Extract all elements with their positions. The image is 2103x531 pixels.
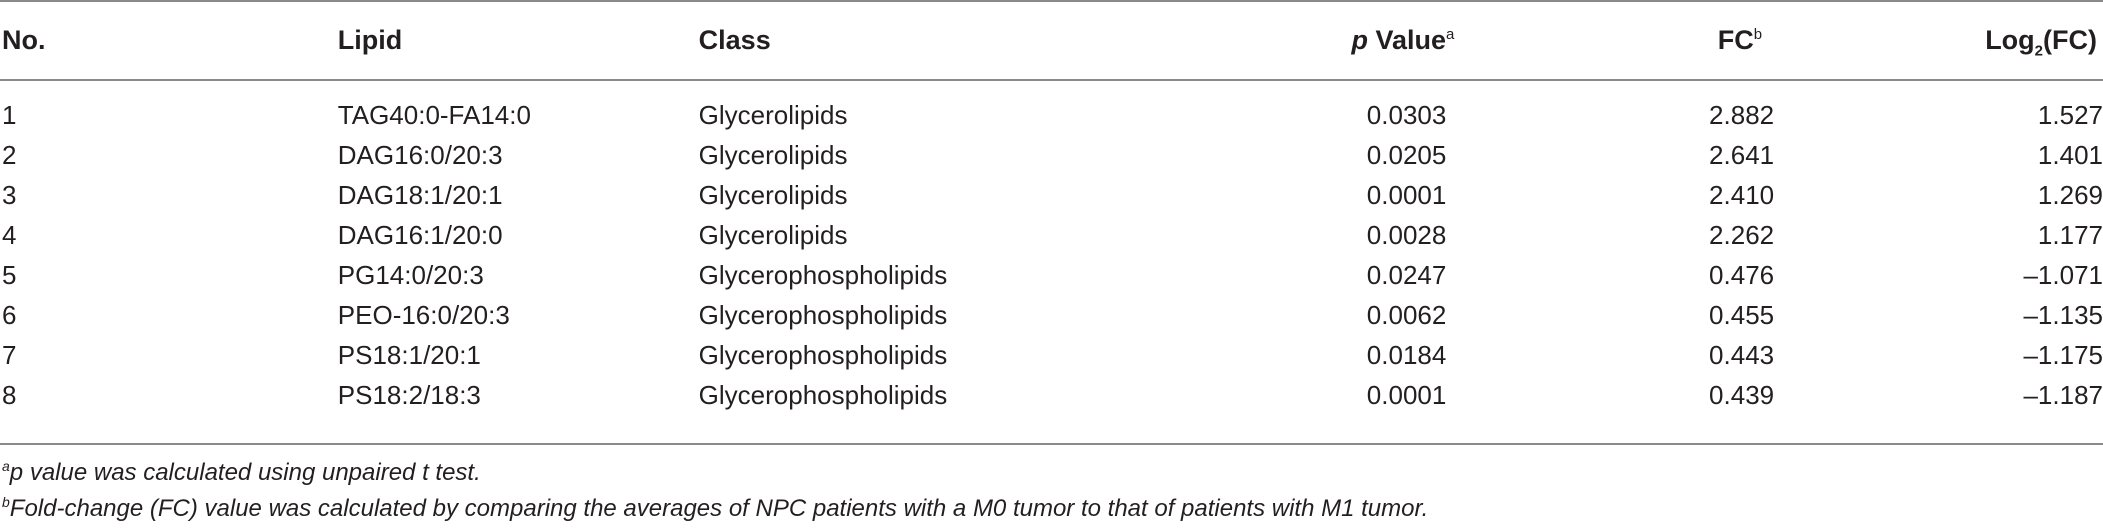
table-row: 1 TAG40:0-FA14:0 Glycerolipids 0.0303 2.882 1… — [0, 95, 2103, 135]
footnote-a-text: p value was calculated using unpaired t … — [9, 459, 481, 486]
cell-no: 7 — [2, 339, 17, 370]
cell-log2fc: 1.401 — [2037, 139, 2103, 170]
footnote-b: bFold-change (FC) value was calculated b… — [2, 491, 1428, 527]
bottom-spacer-row — [0, 415, 2103, 445]
cell-fc: 2.410 — [1709, 179, 1775, 210]
header-fc-footnote-mark: b — [1753, 26, 1763, 43]
cell-no: 4 — [2, 219, 17, 250]
cell-class: Glycerophospholipids — [698, 299, 948, 330]
header-class-label: Class — [698, 25, 771, 55]
table-row: 3 DAG18:1/20:1 Glycerolipids 0.0001 2.410 1.2… — [0, 175, 2103, 215]
cell-p-value: 0.0205 — [1366, 139, 1447, 170]
bottom-spacer-cell — [0, 415, 2103, 445]
header-log-subscript: 2 — [2034, 42, 2044, 60]
cell-class: Glycerophospholipids — [698, 339, 948, 370]
header-class: Class — [698, 0, 1229, 81]
header-log-suffix: (FC) — [2043, 25, 2097, 55]
cell-class: Glycerolipids — [698, 219, 848, 250]
cell-class: Glycerolipids — [698, 99, 848, 130]
cell-fc: 0.443 — [1709, 339, 1775, 370]
cell-lipid: TAG40:0-FA14:0 — [337, 99, 531, 130]
header-lipid: Lipid — [337, 0, 699, 81]
table-body: 1 TAG40:0-FA14:0 Glycerolipids 0.0303 2.882 1… — [0, 80, 2103, 445]
footnotes: ap value was calculated using unpaired t… — [2, 455, 1428, 527]
cell-p-value: 0.0062 — [1366, 299, 1447, 330]
header-log2fc: Log2(FC) — [1774, 0, 2103, 81]
cell-no: 8 — [2, 379, 17, 410]
cell-p-value: 0.0303 — [1366, 99, 1447, 130]
cell-class: Glycerolipids — [698, 139, 848, 170]
cell-fc: 2.262 — [1709, 219, 1775, 250]
header-lipid-label: Lipid — [337, 25, 403, 55]
table-row: 7 PS18:1/20:1 Glycerophospholipids 0.0184 0.… — [0, 335, 2103, 375]
cell-lipid: DAG16:0/20:3 — [337, 139, 503, 170]
cell-no: 1 — [2, 99, 17, 130]
cell-lipid: PEO-16:0/20:3 — [337, 299, 510, 330]
cell-p-value: 0.0001 — [1366, 379, 1447, 410]
header-p-value: p Valuea — [1228, 0, 1455, 81]
header-p-italic: p — [1351, 25, 1368, 55]
cell-fc: 0.476 — [1709, 259, 1775, 290]
top-spacer-row — [0, 80, 2103, 95]
cell-no: 2 — [2, 139, 17, 170]
table-row: 2 DAG16:0/20:3 Glycerolipids 0.0205 2.641 1.4… — [0, 135, 2103, 175]
header-fc: FCb — [1454, 0, 1775, 81]
cell-fc: 2.882 — [1709, 99, 1775, 130]
cell-log2fc: –1.175 — [2023, 339, 2103, 370]
header-fc-label: FC — [1717, 25, 1754, 55]
header-p-label: Value — [1367, 25, 1446, 55]
cell-class: Glycerophospholipids — [698, 259, 948, 290]
cell-lipid: PS18:2/18:3 — [337, 379, 481, 410]
cell-p-value: 0.0247 — [1366, 259, 1447, 290]
cell-log2fc: 1.177 — [2037, 219, 2103, 250]
header-no: No. — [0, 0, 338, 81]
cell-log2fc: 1.269 — [2037, 179, 2103, 210]
header-no-label: No. — [2, 25, 46, 55]
cell-lipid: PG14:0/20:3 — [337, 259, 484, 290]
cell-no: 5 — [2, 259, 17, 290]
table-header: No. Lipid Class p Valuea FCb Log2(FC) — [0, 0, 2103, 81]
footnote-a: ap value was calculated using unpaired t… — [2, 455, 1428, 491]
cell-log2fc: –1.187 — [2023, 379, 2103, 410]
cell-fc: 0.439 — [1709, 379, 1775, 410]
table-row: 6 PEO-16:0/20:3 Glycerophospholipids 0.0062… — [0, 295, 2103, 335]
header-log-prefix: Log — [1985, 25, 2035, 55]
cell-fc: 2.641 — [1709, 139, 1775, 170]
header-p-footnote-mark: a — [1445, 26, 1455, 43]
table-row: 8 PS18:2/18:3 Glycerophospholipids 0.0001 0.… — [0, 375, 2103, 415]
cell-lipid: DAG18:1/20:1 — [337, 179, 503, 210]
cell-p-value: 0.0001 — [1366, 179, 1447, 210]
table-row: 5 PG14:0/20:3 Glycerophospholipids 0.0247 0.… — [0, 255, 2103, 295]
cell-p-value: 0.0184 — [1366, 339, 1447, 370]
footnote-a-mark: a — [2, 458, 10, 474]
table-row: 4 DAG16:1/20:0 Glycerolipids 0.0028 2.262 1.1… — [0, 215, 2103, 255]
cell-lipid: PS18:1/20:1 — [337, 339, 481, 370]
header-row: No. Lipid Class p Valuea FCb Log2(FC) — [0, 0, 2103, 81]
footnote-b-text: Fold-change (FC) value was calculated by… — [9, 495, 1429, 522]
cell-class: Glycerolipids — [698, 179, 848, 210]
top-spacer-cell — [0, 80, 2103, 95]
cell-log2fc: –1.135 — [2023, 299, 2103, 330]
cell-lipid: DAG16:1/20:0 — [337, 219, 503, 250]
cell-fc: 0.455 — [1709, 299, 1775, 330]
footnote-b-mark: b — [2, 494, 10, 510]
cell-log2fc: 1.527 — [2037, 99, 2103, 130]
cell-class: Glycerophospholipids — [698, 379, 948, 410]
cell-no: 3 — [2, 179, 17, 210]
cell-no: 6 — [2, 299, 17, 330]
cell-p-value: 0.0028 — [1366, 219, 1447, 250]
cell-log2fc: –1.071 — [2023, 259, 2103, 290]
